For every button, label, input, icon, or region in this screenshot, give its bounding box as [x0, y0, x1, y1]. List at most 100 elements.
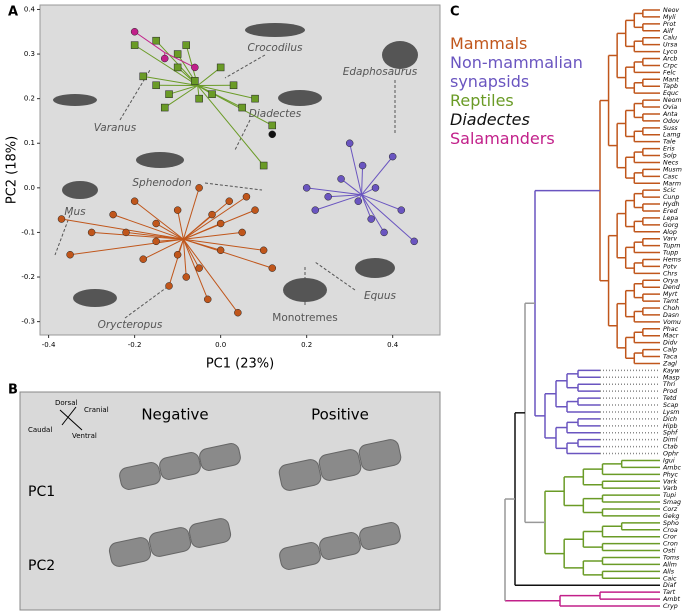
- taxon-label: Didv: [663, 340, 678, 347]
- legend-entry: Salamanders: [450, 129, 555, 148]
- annotation: Varanus: [94, 122, 137, 134]
- point: [203, 295, 212, 304]
- point: [242, 193, 251, 201]
- taxon-label: Tupp: [663, 250, 678, 257]
- point: [152, 237, 160, 246]
- taxon-label: Necs: [663, 159, 679, 166]
- point: [109, 210, 117, 219]
- taxon-label: Potv: [663, 262, 677, 270]
- branch: [182, 239, 209, 300]
- annotation: Sphenodon: [132, 177, 191, 189]
- taxon-label: Prod: [663, 388, 678, 395]
- branch: [328, 194, 362, 198]
- annotation: Monotremes: [272, 312, 337, 324]
- branch: [361, 156, 394, 196]
- point: [216, 219, 225, 228]
- taxon-label: Ovia: [663, 104, 677, 111]
- branch: [182, 239, 187, 278]
- taxon-label: Lepa: [663, 215, 678, 222]
- branch: [349, 143, 363, 195]
- point: [165, 282, 173, 290]
- point: [173, 63, 182, 72]
- point: [367, 215, 375, 223]
- direction-label: Dorsal: [55, 399, 77, 407]
- taxon-label: Myli: [663, 14, 676, 21]
- branch: [183, 231, 243, 240]
- point: [268, 121, 277, 130]
- point: [354, 197, 363, 205]
- taxon-label: Spho: [663, 520, 679, 527]
- y-tick-label: 0.1: [24, 139, 35, 147]
- taxon-label: Allm: [662, 561, 677, 568]
- branch: [156, 238, 184, 242]
- taxon-label: Arcb: [662, 56, 677, 63]
- y-tick-label: 0.3: [24, 50, 35, 58]
- branch: [112, 214, 184, 240]
- annotation: Orycteropus: [98, 319, 163, 331]
- branch: [134, 200, 184, 240]
- point: [139, 72, 147, 81]
- point: [229, 81, 238, 90]
- panel-b-box: [19, 391, 441, 611]
- taxon-label: Tetd: [663, 394, 677, 402]
- branch: [143, 75, 198, 87]
- taxon-label: Ailf: [662, 28, 675, 35]
- branch: [134, 31, 166, 53]
- branch: [315, 194, 362, 211]
- branch: [197, 85, 265, 166]
- y-tick-label: 0.4: [24, 5, 36, 13]
- taxon-label: Corz: [663, 506, 678, 513]
- point: [173, 50, 182, 58]
- taxon-label: Diml: [663, 437, 678, 444]
- branch: [183, 238, 239, 314]
- point: [165, 90, 173, 98]
- point: [182, 41, 190, 49]
- annotation: Edaphosaurus: [343, 66, 418, 78]
- branch: [164, 85, 198, 108]
- taxon-label: Lamg: [663, 132, 681, 139]
- branch: [183, 238, 264, 251]
- x-tick-label: 0.0: [215, 341, 226, 349]
- taxon-label: Vomu: [663, 319, 681, 326]
- branch: [91, 231, 184, 240]
- point: [182, 273, 190, 281]
- taxon-label: Thri: [663, 381, 675, 388]
- vertebrae: [108, 439, 402, 570]
- taxon-label: Scap: [663, 402, 678, 409]
- point: [380, 228, 388, 237]
- point: [302, 184, 311, 192]
- branch: [183, 214, 213, 240]
- branch: [177, 210, 184, 240]
- y-axis-label: PC2 (18%): [5, 136, 20, 204]
- taxon-label: Crpc: [663, 62, 678, 69]
- taxon-label: Scic: [663, 187, 676, 194]
- taxon-label: Ambt: [662, 595, 680, 603]
- column-label: Positive: [311, 406, 369, 424]
- point: [152, 81, 160, 90]
- taxon-label: Neom: [663, 97, 682, 104]
- taxon-label: Caic: [663, 575, 677, 582]
- y-tick-label: -0.1: [21, 228, 35, 236]
- y-tick-label: 0.2: [24, 95, 35, 103]
- point: [410, 237, 418, 246]
- taxon-label: Osti: [663, 547, 676, 555]
- taxon-label: Eris: [663, 146, 675, 153]
- taxon-label: Prot: [663, 20, 676, 28]
- branch: [183, 238, 273, 269]
- taxon-label: Calu: [663, 35, 677, 42]
- point: [216, 63, 225, 72]
- taxon-label: Myrt: [663, 290, 678, 298]
- point: [225, 197, 233, 205]
- point: [208, 210, 216, 219]
- taxon-label: Dich: [663, 416, 677, 423]
- point: [388, 152, 397, 161]
- taxon-label: Gekg: [663, 513, 679, 520]
- taxon-label: Diaf: [663, 582, 677, 589]
- panel-label: C: [450, 5, 460, 20]
- point: [173, 206, 182, 214]
- annotation: Diadectes: [249, 108, 302, 120]
- y-tick-label: -0.2: [21, 273, 35, 281]
- point: [195, 94, 203, 103]
- branch: [134, 44, 198, 86]
- direction-cross: [59, 406, 83, 431]
